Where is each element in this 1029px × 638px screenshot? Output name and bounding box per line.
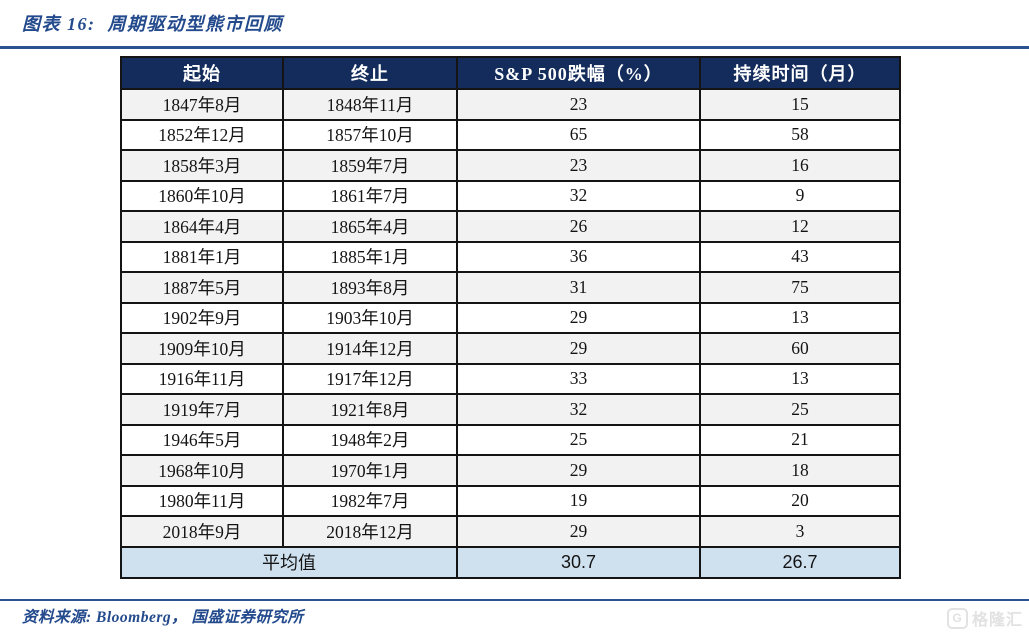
gelonghui-logo-icon: G [946,607,968,629]
table-header: 起始 终止 S&P 500跌幅（%） 持续时间（月） [120,56,901,90]
table-cell: 15 [699,88,901,121]
average-drawdown-value: 30.7 [456,545,701,579]
table-row: 1916年11月 1917年12月 33 13 [120,362,901,395]
table-cell: 1921年8月 [282,393,458,426]
table-cell: 60 [699,332,901,365]
table-cell: 1914年12月 [282,332,458,365]
table-cell: 13 [699,362,901,395]
table-cell: 1852年12月 [120,118,284,151]
table-footer: 平均值 30.7 26.7 [120,545,901,579]
table-cell: 1909年10月 [120,332,284,365]
bottom-rule [0,599,1029,601]
table-cell: 1902年9月 [120,301,284,334]
gelonghui-watermark: G 格隆汇 [946,606,1023,630]
header-row: 起始 终止 S&P 500跌幅（%） 持续时间（月） [120,56,901,90]
table-row: 1902年9月 1903年10月 29 13 [120,301,901,334]
bear-market-table: 起始 终止 S&P 500跌幅（%） 持续时间（月） 1847年8月 1848年11月 2… [120,56,901,579]
table-cell: 26 [456,210,701,243]
table-cell: 29 [456,515,701,548]
table-cell: 1860年10月 [120,179,284,212]
table-row: 1881年1月 1885年1月 36 43 [120,240,901,273]
column-header: 终止 [282,56,458,90]
table-row: 1887年5月 1893年8月 31 75 [120,271,901,304]
table-cell: 1881年1月 [120,240,284,273]
column-header: 持续时间（月） [699,56,901,90]
table-cell: 1885年1月 [282,240,458,273]
table-cell: 33 [456,362,701,395]
table-cell: 23 [456,88,701,121]
table-cell: 29 [456,301,701,334]
table-cell: 1919年7月 [120,393,284,426]
table-cell: 25 [456,423,701,456]
table-cell: 1948年2月 [282,423,458,456]
table-cell: 2018年9月 [120,515,284,548]
table-cell: 23 [456,149,701,182]
table-cell: 9 [699,179,901,212]
column-header: S&P 500跌幅（%） [456,56,701,90]
table-cell: 2018年12月 [282,515,458,548]
source-attribution: 资料来源: Bloomberg， 国盛证券研究所 [22,609,304,626]
table-cell: 1887年5月 [120,271,284,304]
table-cell: 19 [456,484,701,517]
figure-title: 图表 16: 周期驱动型熊市回顾 [22,14,283,34]
table-cell: 1858年3月 [120,149,284,182]
table-row: 1852年12月 1857年10月 65 58 [120,118,901,151]
table-cell: 25 [699,393,901,426]
top-rule [0,46,1029,49]
table-cell: 18 [699,454,901,487]
table-cell: 1970年1月 [282,454,458,487]
table-cell: 12 [699,210,901,243]
table-cell: 1917年12月 [282,362,458,395]
table-cell: 1903年10月 [282,301,458,334]
table-cell: 16 [699,149,901,182]
table-row: 1980年11月 1982年7月 19 20 [120,484,901,517]
watermark-text: 格隆汇 [971,612,1023,629]
table-cell: 1980年11月 [120,484,284,517]
table-row: 1919年7月 1921年8月 32 25 [120,393,901,426]
table-cell: 65 [456,118,701,151]
table-cell: 1848年11月 [282,88,458,121]
table-cell: 1861年7月 [282,179,458,212]
table-cell: 1857年10月 [282,118,458,151]
table-cell: 32 [456,179,701,212]
table-cell: 21 [699,423,901,456]
table-cell: 32 [456,393,701,426]
table-cell: 3 [699,515,901,548]
average-label: 平均值 [120,545,458,579]
table-cell: 75 [699,271,901,304]
table-cell: 29 [456,454,701,487]
table-row: 1909年10月 1914年12月 29 60 [120,332,901,365]
table-row: 1946年5月 1948年2月 25 21 [120,423,901,456]
table-cell: 1865年4月 [282,210,458,243]
table-row: 1860年10月 1861年7月 32 9 [120,179,901,212]
table-cell: 43 [699,240,901,273]
table-row: 1968年10月 1970年1月 29 18 [120,454,901,487]
table-cell: 1968年10月 [120,454,284,487]
table-cell: 1893年8月 [282,271,458,304]
table-cell: 20 [699,484,901,517]
table-cell: 1859年7月 [282,149,458,182]
table-row: 2018年9月 2018年12月 29 3 [120,515,901,548]
table-cell: 29 [456,332,701,365]
average-duration-value: 26.7 [699,545,901,579]
column-header: 起始 [120,56,284,90]
table-row: 1847年8月 1848年11月 23 15 [120,88,901,121]
table-cell: 1916年11月 [120,362,284,395]
table-cell: 36 [456,240,701,273]
table-cell: 1864年4月 [120,210,284,243]
table-cell: 1946年5月 [120,423,284,456]
table-row: 1858年3月 1859年7月 23 16 [120,149,901,182]
table-row: 1864年4月 1865年4月 26 12 [120,210,901,243]
table-cell: 13 [699,301,901,334]
table-cell: 31 [456,271,701,304]
average-row: 平均值 30.7 26.7 [120,545,901,579]
table-cell: 58 [699,118,901,151]
table-cell: 1847年8月 [120,88,284,121]
table-body: 1847年8月 1848年11月 23 15 1852年12月 1857年10月 65 58 1… [120,88,901,548]
table-cell: 1982年7月 [282,484,458,517]
